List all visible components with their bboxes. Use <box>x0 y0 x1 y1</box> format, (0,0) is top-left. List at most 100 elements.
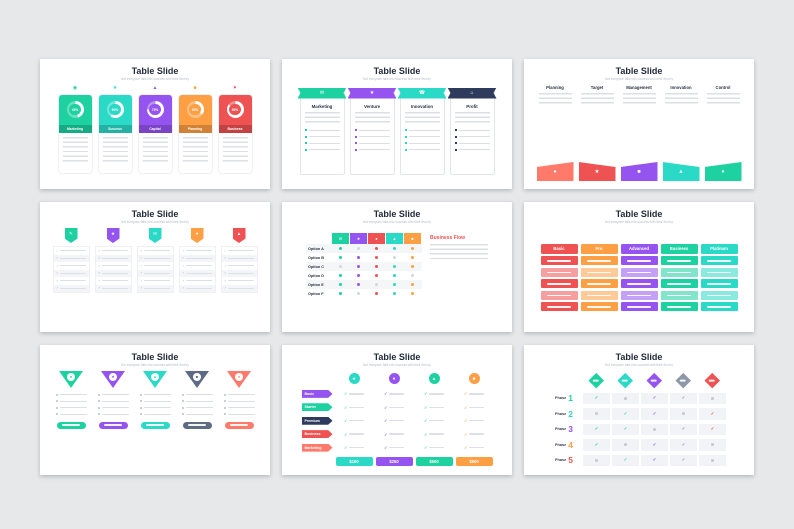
dot-icon <box>392 246 397 251</box>
phase-number: 3 <box>568 424 573 434</box>
business-flow-heading: Business Flow <box>430 235 466 241</box>
chevron-right-icon: › <box>140 262 142 268</box>
dot-icon <box>338 264 343 269</box>
bullet-square-icon <box>55 393 58 396</box>
list-item: › <box>180 247 215 255</box>
check-icon: ✓ <box>652 441 657 447</box>
badge-icon: ● <box>190 228 204 243</box>
bullet-square-icon <box>97 406 100 409</box>
dot-icon <box>410 246 415 251</box>
check-icon: ✓ <box>710 410 715 416</box>
column-label: Control <box>715 85 731 90</box>
check-icon: ✓ <box>424 404 428 410</box>
list-item <box>139 398 171 405</box>
bullet-square-icon <box>139 413 142 416</box>
checklist-item <box>304 134 340 141</box>
dot-icon <box>392 255 397 260</box>
list-item <box>97 411 129 418</box>
bullet-square-icon <box>55 406 58 409</box>
donut-chart: 60% <box>98 94 132 125</box>
chevron-right-icon: › <box>56 255 58 261</box>
slide-header: Table Slide Not everyone falls into succ… <box>282 345 512 367</box>
phase-number: 5 <box>568 455 573 465</box>
bullet-square-icon <box>354 129 357 132</box>
chevron-right-icon: › <box>224 270 226 276</box>
badge-icon: ✉ <box>148 228 162 243</box>
column-diamond-icon <box>647 372 662 388</box>
list-item <box>55 411 87 418</box>
item-list: › › › › › › <box>220 246 258 293</box>
slide-title: Table Slide <box>373 352 421 362</box>
percent-label: 60% <box>109 103 121 116</box>
slide-title: Table Slide <box>615 209 663 219</box>
text-placeholder <box>454 112 490 124</box>
slide-subtitle: Not everyone falls into success with the… <box>120 220 190 224</box>
matrix-cell: ✓ <box>670 392 697 404</box>
list-item: › <box>179 284 215 292</box>
item-list: › › › › › › <box>178 246 216 293</box>
flag-shape-icon: ● <box>536 162 574 181</box>
option-label: Option B <box>308 255 325 260</box>
column-label: Management <box>626 85 652 90</box>
tier-circle-icon: ■ <box>468 373 480 385</box>
chevron-right-icon: › <box>182 285 184 291</box>
pennant-icon: ■ <box>193 372 201 381</box>
list-item <box>223 398 255 405</box>
header-cell-icon: ▲ <box>386 233 403 244</box>
chevron-right-icon: › <box>140 285 142 291</box>
phase-number: 2 <box>568 408 573 419</box>
matrix-cell: ✓ <box>699 423 726 435</box>
bullet-square-icon <box>354 148 357 151</box>
slide-subtitle: Not everyone falls into success with the… <box>604 363 674 367</box>
check-cell: ✓ <box>464 391 484 396</box>
list-item: › <box>138 262 173 270</box>
ribbon-banner-icon: ⌂ <box>448 88 497 99</box>
slide-header: Table Slide Not everyone falls into succ… <box>282 202 512 224</box>
check-cell: ✓ <box>424 391 444 396</box>
column-label: Planning <box>178 124 212 133</box>
bullet-square-icon <box>223 400 226 403</box>
percent-label: 35% <box>189 103 201 116</box>
text-placeholder <box>304 112 340 124</box>
slide-title: Table Slide <box>131 209 179 219</box>
list-item: › <box>54 277 89 285</box>
list-item: › <box>53 254 89 262</box>
bullet-square-icon <box>454 135 457 138</box>
list-item: › <box>137 254 173 262</box>
list-item <box>97 398 129 405</box>
option-row: Option C <box>306 262 422 271</box>
column-label: Planning <box>546 85 564 90</box>
matrix-cell <box>612 439 639 451</box>
pennant-column: ■ <box>179 371 216 467</box>
slide-title: Table Slide <box>373 66 421 76</box>
dot-icon <box>392 264 397 269</box>
bullet-square-icon <box>404 148 407 151</box>
list-item: › <box>137 284 173 292</box>
checklist-item <box>354 140 390 147</box>
chevron-right-icon: › <box>98 285 100 291</box>
slide-phase-matrix: Table Slide Not everyone falls into succ… <box>524 345 754 475</box>
chevron-right-icon: › <box>56 285 58 291</box>
check-icon: ✓ <box>710 426 715 432</box>
phase-label: Phase 5 <box>555 455 573 465</box>
list-item: › <box>179 269 215 277</box>
donut-panel: 75% Capital <box>137 93 173 174</box>
list-item <box>223 392 255 399</box>
tier-header-row: Basic Pro Advanced Business Platinum <box>540 243 738 254</box>
matrix-cell: ✓ <box>670 454 697 466</box>
matrix-cell: ✓ <box>670 439 697 451</box>
check-icon: ✓ <box>424 418 428 424</box>
column-button <box>140 421 170 429</box>
slide-pricing-checks: Table Slide Not everyone falls into succ… <box>282 345 512 475</box>
check-cell: ✓ <box>464 418 484 423</box>
dot-icon <box>711 396 714 400</box>
options-table: ✉ ★ ● ▲ ■ Option A Option B <box>306 233 422 298</box>
dot-icon <box>374 264 379 269</box>
list-item: › <box>221 284 257 292</box>
percent-label: 85% <box>229 103 241 116</box>
flag-shape-icon: ♦ <box>704 162 742 181</box>
slide-body: ◉ 45% Marketing ★ 60% Success ▲ 75% <box>40 81 270 189</box>
slide-title: Table Slide <box>131 352 179 362</box>
bullet-square-icon <box>181 400 184 403</box>
row-label: Starter <box>301 403 333 412</box>
